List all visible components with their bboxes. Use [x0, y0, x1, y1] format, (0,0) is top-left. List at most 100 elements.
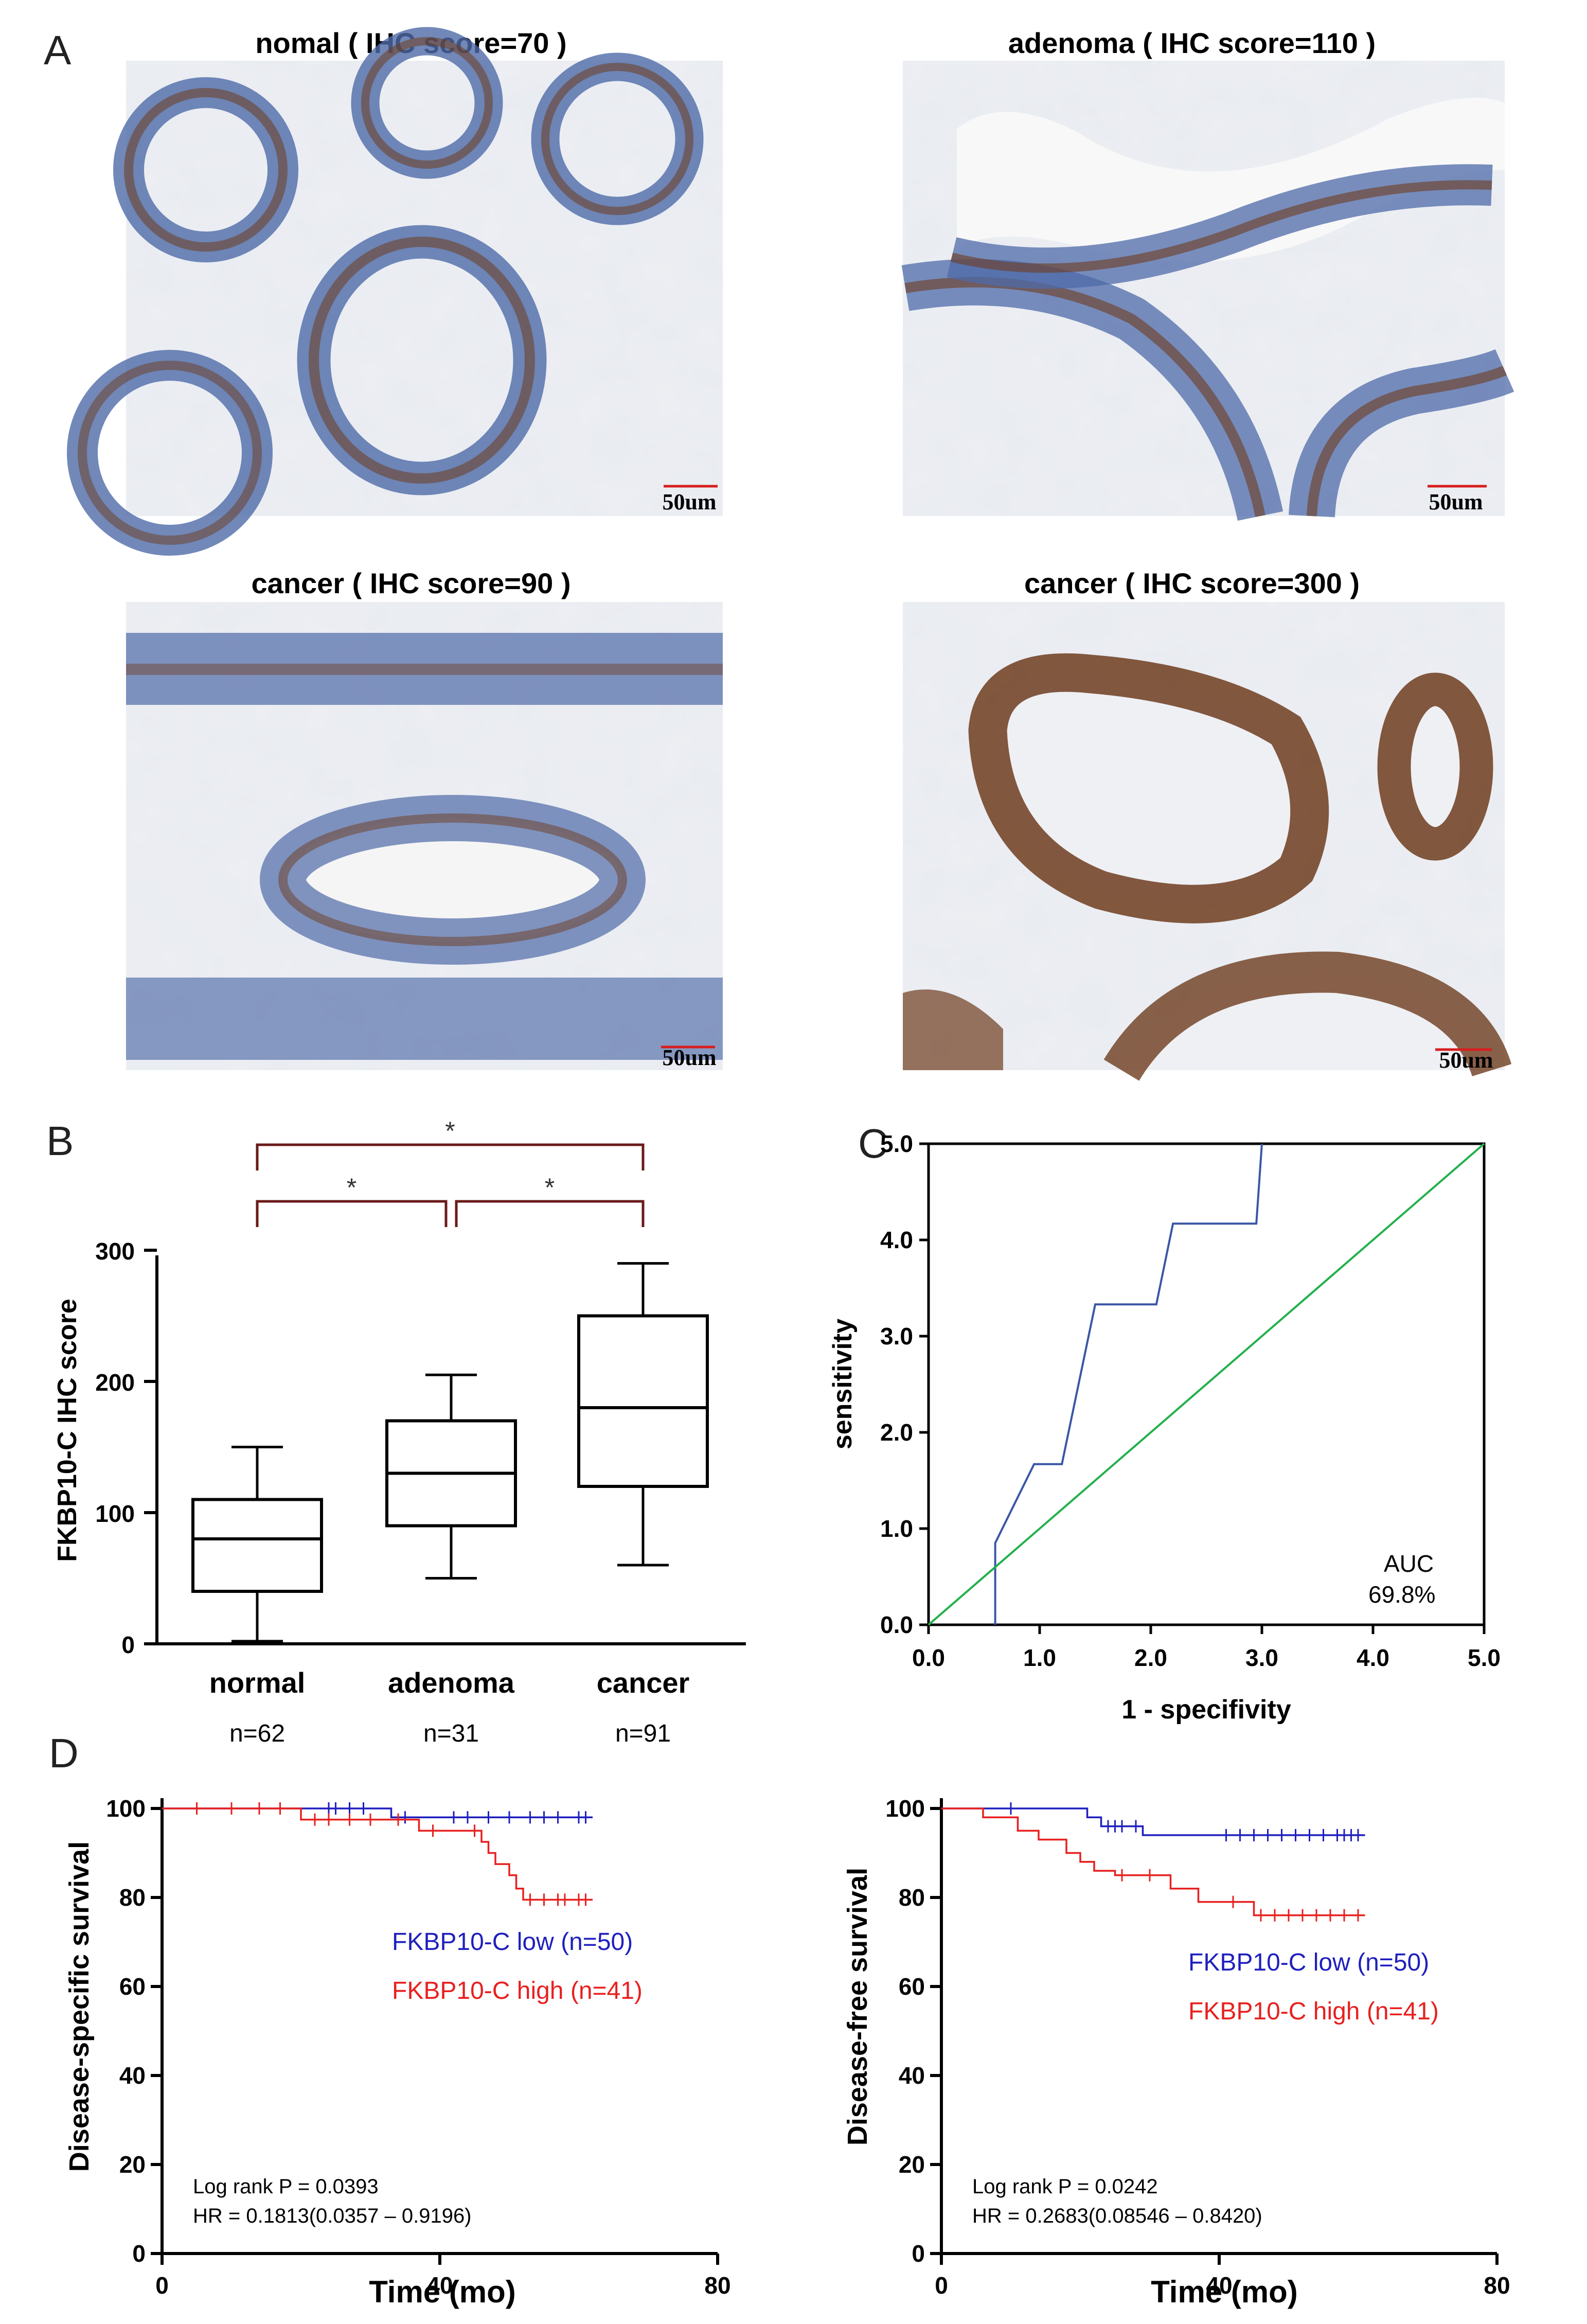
boxplot-category-label: adenoma: [388, 1666, 515, 1699]
panel-b-boxplot: FKBP10-C IHC score 0 100 200 300 * * * normal…: [52, 1116, 746, 1747]
km1-ylabel: Disease-specific survival: [64, 1841, 95, 2172]
boxplot-category-label: cancer: [597, 1666, 690, 1699]
significance-bracket: [455, 1200, 645, 1227]
boxplot-y-ticks: 0 100 200 300: [95, 1238, 157, 1658]
roc-xlabel: 1 - specifivity: [1121, 1695, 1291, 1725]
roc-lines: [928, 1143, 1485, 1626]
micrograph-cancer-low-stain-1: [126, 664, 723, 675]
boxplot-boxes: [191, 1262, 709, 1643]
micrograph-cancer-low-epithelium-2: [126, 978, 723, 1060]
roc-ylabel: sensitivity: [828, 1319, 858, 1449]
scale-bar-label-1: 50um: [662, 489, 716, 515]
boxplot-ytick-label: 0: [121, 1631, 135, 1658]
km-xtick-label: 0: [155, 2272, 169, 2299]
micrograph-cancer-low: 50um: [126, 602, 723, 1070]
km-ytick-label: 60: [119, 1973, 146, 2000]
km-xtick-label: 80: [704, 2272, 730, 2299]
roc-xtick-label: 3.0: [1245, 1644, 1278, 1671]
scale-bar-label-3: 50um: [662, 1045, 716, 1070]
roc-ytick-label: 1.0: [880, 1515, 913, 1542]
roc-auc-value: 69.8%: [1368, 1581, 1435, 1608]
scale-bar-label-4: 50um: [1439, 1048, 1493, 1073]
boxplot-x-labels: normal n=62 adenoma n=31 cancer n=91: [209, 1666, 690, 1747]
roc-ytick-label: 5.0: [880, 1130, 913, 1157]
micrograph-cancer-high: 50um: [903, 602, 1512, 1081]
panel-d-dss-plot: Disease-specific survival Time (mo) 0 40 8…: [64, 1795, 731, 2309]
roc-frame: [927, 1142, 1486, 1626]
panel-letter-b: B: [46, 1118, 74, 1164]
km-xtick-label: 40: [1206, 2272, 1232, 2299]
km-ytick-label: 20: [119, 2151, 146, 2178]
micrograph-normal-texture: [126, 61, 723, 516]
km1-legend-low: FKBP10-C low (n=50): [392, 1928, 633, 1956]
micrograph-adenoma: 50um: [901, 61, 1514, 521]
km2-legend-low: FKBP10-C low (n=50): [1188, 1949, 1429, 1976]
km1-legend-high: FKBP10-C high (n=41): [392, 1977, 643, 2004]
km-ytick-label: 0: [132, 2240, 146, 2267]
km2-curves: [941, 1802, 1365, 1922]
significance-star: *: [545, 1173, 555, 1202]
boxplot-significance-brackets: * * *: [256, 1116, 645, 1227]
panel-letter-a: A: [44, 27, 72, 73]
micrograph-cancer-low-epithelium-1: [126, 633, 723, 705]
km1-stat-logrank: Log rank P = 0.0393: [193, 2175, 379, 2198]
significance-star: *: [445, 1116, 455, 1145]
km-ytick-label: 60: [899, 1973, 925, 2000]
km-xtick-label: 80: [1484, 2272, 1510, 2299]
boxplot-count-label: n=31: [423, 1720, 479, 1747]
km2-xlabel: Time (mo): [1151, 2275, 1298, 2309]
km2-stat-hr: HR = 0.2683(0.08546 – 0.8420): [972, 2205, 1262, 2227]
micrograph-cancer-high-gland-2: [1377, 672, 1493, 861]
km-curve-low: [162, 1807, 593, 1819]
micrograph-cancer-high-gland-3: [1103, 951, 1512, 1081]
roc-auc-label: AUC: [1384, 1550, 1434, 1577]
km2-ticks: 0 40 80 0 20 40 60 80 100: [885, 1795, 1510, 2299]
boxplot-ytick-label: 200: [95, 1369, 135, 1396]
km-ytick-label: 100: [106, 1795, 146, 1822]
km1-xlabel: Time (mo): [369, 2275, 516, 2309]
km2-legend-high: FKBP10-C high (n=41): [1188, 1998, 1439, 2025]
km-ytick-label: 20: [899, 2151, 925, 2178]
micrograph-normal-glands: [67, 27, 704, 556]
roc-xtick-label: 4.0: [1357, 1644, 1389, 1671]
km-ytick-label: 40: [119, 2062, 146, 2089]
km-ytick-label: 100: [885, 1795, 925, 1822]
km1-stat-hr: HR = 0.1813(0.0357 – 0.9196): [193, 2205, 472, 2227]
panel-c-roc: sensitivity 1 - specifivity 0.0 1.0 2.0 3.0…: [828, 1130, 1501, 1725]
roc-xtick-label: 0.0: [912, 1644, 945, 1671]
boxplot-box: [191, 1498, 323, 1593]
micrograph-title-4: cancer ( IHC score=300 ): [1024, 567, 1360, 599]
micrograph-adenoma-lumen: [957, 98, 1505, 262]
micrograph-normal: 50um: [67, 27, 723, 556]
roc-xtick-label: 1.0: [1023, 1644, 1056, 1671]
km-ytick-label: 0: [912, 2240, 925, 2267]
km-curve-high: [941, 1807, 1365, 1917]
roc-ticks: 0.0 1.0 2.0 3.0 4.0 5.0 0.0 1.0 2.0 3.0 4.0 5.0: [880, 1130, 1501, 1671]
boxplot-ytick-label: 100: [95, 1500, 135, 1527]
boxplot-box: [577, 1314, 709, 1488]
micrograph-adenoma-stain-3: [950, 180, 1492, 273]
micrograph-title-2: adenoma ( IHC score=110 ): [1008, 27, 1376, 59]
roc-ytick-label: 2.0: [880, 1419, 913, 1446]
roc-xtick-label: 2.0: [1134, 1644, 1167, 1671]
significance-bracket: [256, 1200, 448, 1227]
roc-ytick-label: 3.0: [880, 1323, 913, 1350]
micrograph-adenoma-stain-2: [1307, 365, 1507, 517]
micrograph-title-3: cancer ( IHC score=90 ): [252, 567, 571, 599]
km-ytick-label: 80: [899, 1884, 925, 1911]
km-curve-high: [162, 1807, 593, 1901]
km-ytick-label: 80: [119, 1884, 146, 1911]
roc-ytick-label: 0.0: [880, 1611, 913, 1638]
km2-stat-logrank: Log rank P = 0.0242: [972, 2175, 1158, 2198]
scale-bar-label-2: 50um: [1429, 489, 1483, 515]
roc-curve: [994, 1143, 1263, 1625]
panel-a: nomal ( IHC score=70 ) 50um adenoma ( IH…: [67, 27, 1514, 1081]
km1-curves: [162, 1802, 593, 1906]
km-xtick-label: 0: [935, 2272, 948, 2299]
panel-letter-c: C: [858, 1121, 888, 1166]
boxplot-count-label: n=91: [615, 1720, 671, 1747]
km2-ylabel: Disease-free survival: [842, 1868, 873, 2145]
boxplot-category-label: normal: [209, 1666, 306, 1699]
boxplot-ytick-label: 300: [95, 1238, 135, 1265]
